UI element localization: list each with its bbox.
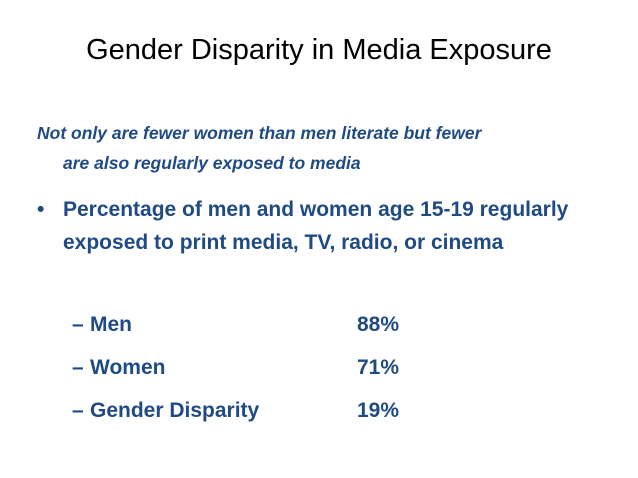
slide-subtitle: Not only are fewer women than men litera… — [37, 118, 617, 178]
list-item-label: Gender Disparity — [90, 399, 260, 422]
subtitle-line-2: are also regularly exposed to media — [63, 153, 361, 173]
list-item-label: Men — [90, 313, 132, 336]
main-bullet: • Percentage of men and women age 15-19 … — [37, 193, 607, 259]
sub-bullet-list: – Men 88% – Women 71% – Gender Disparity… — [72, 303, 472, 432]
list-item-value: 71% — [357, 356, 400, 379]
list-item-women: – Women 71% — [72, 346, 472, 389]
list-item-value: 88% — [357, 313, 400, 336]
dash-bullet-icon: – — [72, 356, 84, 379]
slide-title: Gender Disparity in Media Exposure — [86, 34, 552, 66]
dash-bullet-icon: – — [72, 399, 84, 422]
subtitle-line-1: Not only are fewer women than men litera… — [37, 123, 482, 143]
list-item-men: – Men 88% — [72, 303, 472, 346]
dash-bullet-icon: – — [72, 313, 84, 336]
list-item-gender-disparity: – Gender Disparity 19% — [72, 389, 472, 432]
bullet-point-icon: • — [37, 198, 45, 221]
list-item-label: Women — [90, 356, 166, 379]
list-item-value: 19% — [357, 399, 400, 422]
bullet-text: Percentage of men and women age 15-19 re… — [63, 198, 569, 254]
